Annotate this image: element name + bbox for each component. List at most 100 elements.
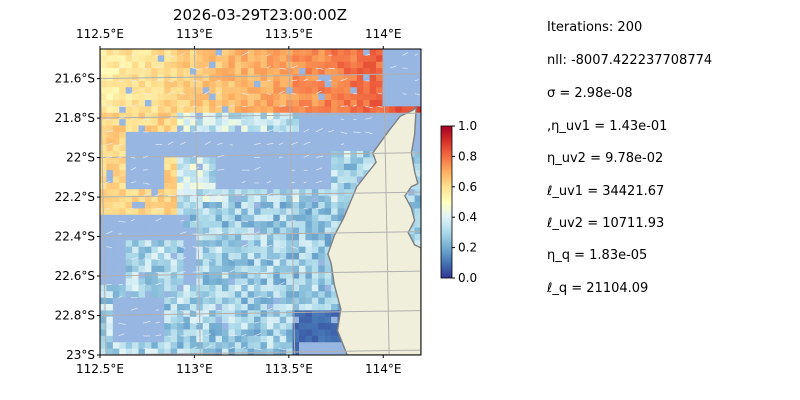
heatmap-cell — [247, 138, 255, 146]
heatmap-cell — [164, 233, 172, 241]
heatmap-cell — [292, 61, 300, 69]
heatmap-cell — [337, 157, 345, 165]
heatmap-cell — [324, 195, 332, 203]
heatmap-cell — [408, 106, 415, 114]
heatmap-cell — [202, 233, 210, 241]
heatmap-cell — [164, 208, 172, 216]
velocity-arrow — [414, 79, 419, 82]
heatmap-cell — [100, 112, 107, 120]
heatmap-cell — [363, 144, 371, 152]
heatmap-cell — [337, 61, 345, 69]
heatmap-cell — [395, 61, 403, 69]
heatmap-cell — [273, 68, 281, 75]
heatmap-cell — [260, 182, 268, 190]
velocity-arrow — [340, 181, 348, 184]
heatmap-cell — [170, 112, 178, 120]
heatmap-cell — [266, 202, 274, 209]
heatmap-cell — [106, 87, 114, 95]
heatmap-cell — [234, 170, 242, 177]
velocity-arrow — [106, 246, 112, 248]
heatmap-cell — [363, 87, 371, 95]
heatmap-cell — [356, 87, 364, 95]
heatmap-cell — [279, 214, 287, 222]
heatmap-cell — [273, 278, 281, 286]
heatmap-cell — [388, 80, 396, 88]
heatmap-cell — [221, 55, 229, 63]
heatmap-cell — [221, 80, 229, 88]
heatmap-cell — [331, 316, 338, 324]
heatmap-cell — [311, 100, 319, 107]
heatmap-cell — [363, 74, 371, 82]
heatmap-cell — [286, 284, 293, 292]
heatmap-cell — [215, 138, 223, 146]
heatmap-cell — [170, 240, 178, 248]
heatmap-cell — [318, 214, 326, 222]
heatmap-cell — [112, 342, 120, 350]
heatmap-cell — [209, 278, 216, 286]
heatmap-cell — [266, 170, 274, 177]
velocity-arrow — [303, 181, 307, 184]
heatmap-cell — [125, 93, 133, 101]
heatmap-cell — [318, 246, 326, 254]
velocity-arrow — [315, 67, 324, 70]
heatmap-cell — [132, 87, 139, 95]
heatmap-cell — [318, 106, 326, 114]
velocity-arrow — [204, 258, 213, 262]
heatmap-cell — [138, 80, 146, 88]
heatmap-cell — [228, 316, 236, 324]
heatmap-cell — [299, 253, 306, 260]
velocity-arrow — [340, 143, 345, 146]
heatmap-cell — [189, 106, 197, 114]
heatmap-cell — [414, 195, 421, 203]
heatmap-cell — [266, 233, 274, 241]
heatmap-cell — [254, 335, 261, 343]
heatmap-cell — [119, 125, 127, 133]
heatmap-cell — [292, 265, 300, 273]
heatmap-cell — [151, 246, 159, 254]
heatmap-cell — [138, 157, 146, 165]
heatmap-cell — [100, 335, 107, 343]
heatmap-cell — [119, 323, 127, 330]
heatmap-cell — [292, 259, 300, 267]
heatmap-cell — [119, 195, 127, 203]
heatmap-cell — [125, 112, 133, 120]
velocity-arrow — [143, 193, 151, 197]
velocity-arrow — [229, 144, 233, 146]
heatmap-cell — [202, 74, 210, 82]
heatmap-cell — [106, 342, 114, 350]
heatmap-cell — [157, 304, 165, 311]
velocity-arrow — [254, 332, 262, 337]
heatmap-cell — [318, 163, 326, 171]
heatmap-cell — [144, 259, 152, 267]
heatmap-cell — [202, 304, 210, 311]
heatmap-cell — [221, 61, 229, 69]
velocity-arrow — [254, 231, 260, 235]
heatmap-cell — [119, 291, 127, 299]
heatmap-cell — [234, 342, 242, 350]
heatmap-cell — [241, 106, 249, 114]
heatmap-cell — [119, 138, 127, 146]
heatmap-cell — [138, 55, 146, 63]
heatmap-cell — [247, 125, 255, 133]
heatmap-cell — [311, 202, 319, 209]
heatmap-cell — [157, 221, 165, 228]
heatmap-cell — [350, 61, 358, 69]
heatmap-cell — [286, 182, 293, 190]
meridian-line — [194, 49, 201, 355]
heatmap-cell — [279, 272, 287, 279]
heatmap-cell — [273, 138, 281, 146]
heatmap-cell — [183, 157, 191, 165]
heatmap-cell — [260, 240, 268, 248]
heatmap-cell — [125, 195, 133, 203]
heatmap-cell — [273, 176, 281, 184]
heatmap-cell — [318, 253, 326, 260]
heatmap-cell — [247, 284, 255, 292]
velocity-arrow — [291, 246, 298, 249]
heatmap-cell — [100, 291, 107, 299]
heatmap-cell — [196, 272, 204, 279]
heatmap-cell — [299, 310, 306, 318]
heatmap-cell — [183, 316, 191, 324]
heatmap-cell — [177, 335, 184, 343]
heatmap-cell — [112, 329, 120, 337]
velocity-arrow — [241, 93, 249, 95]
